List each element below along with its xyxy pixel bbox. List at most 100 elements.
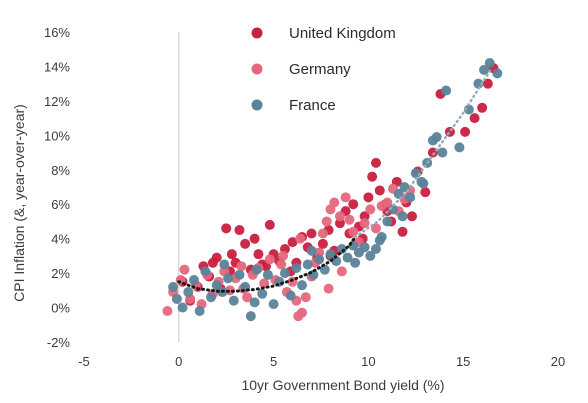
data-point <box>397 211 408 222</box>
data-point <box>336 266 347 277</box>
data-point <box>397 226 408 237</box>
x-tick-label: 15 <box>456 354 470 369</box>
data-point <box>206 292 217 303</box>
trendline <box>353 66 493 239</box>
data-point <box>179 264 190 275</box>
data-point <box>407 211 418 222</box>
data-point <box>444 126 455 137</box>
data-point <box>194 306 205 316</box>
data-point <box>228 295 239 306</box>
data-point <box>226 249 237 260</box>
data-point <box>334 211 345 222</box>
data-point <box>268 299 279 310</box>
data-point <box>221 223 232 234</box>
trendlines <box>177 66 493 293</box>
y-axis-label: CPI Inflation (&, year-over-year) <box>11 104 27 302</box>
data-point <box>344 214 355 225</box>
data-point <box>370 157 381 168</box>
x-axis-label: 10yr Government Bond yield (%) <box>241 377 444 393</box>
data-point <box>262 269 273 280</box>
data-point <box>223 273 234 284</box>
y-tick-labels: -2% 0% 2% 4% 6% 8% 10% 12% 14% 16% <box>44 25 70 350</box>
data-point <box>317 238 328 249</box>
legend-marker <box>251 27 263 39</box>
data-point <box>287 237 298 248</box>
x-tick-label: 20 <box>551 354 565 369</box>
data-point <box>278 250 289 261</box>
data-point <box>306 228 317 239</box>
data-point <box>431 132 442 143</box>
x-tick-label: -5 <box>78 354 90 369</box>
data-point <box>211 280 222 291</box>
y-tick-label: 14% <box>44 59 70 74</box>
data-point <box>370 244 381 254</box>
x-tick-label: 0 <box>175 354 182 369</box>
data-point <box>253 249 264 260</box>
data-point <box>484 58 495 68</box>
data-point <box>460 126 471 137</box>
data-point <box>365 250 376 261</box>
trendline <box>177 235 357 293</box>
y-tick-label: 10% <box>44 128 70 143</box>
data-point <box>359 211 370 222</box>
data-point <box>418 178 429 189</box>
data-point <box>331 256 342 267</box>
data-point <box>473 78 484 89</box>
data-point <box>463 104 474 115</box>
legend-marker <box>251 99 263 111</box>
data-point <box>276 259 287 270</box>
data-point <box>306 245 317 256</box>
data-point <box>329 197 340 208</box>
data-point <box>410 168 421 179</box>
data-point <box>240 238 251 249</box>
data-point <box>285 290 296 301</box>
y-tick-label: 8% <box>51 163 70 178</box>
data-point <box>469 113 480 124</box>
data-point <box>348 199 359 210</box>
data-point <box>374 235 385 246</box>
data-point <box>441 85 452 96</box>
data-point <box>382 216 393 227</box>
data-point <box>264 254 275 265</box>
legend-label: Germany <box>289 61 351 78</box>
data-point <box>251 264 262 275</box>
data-point <box>245 311 256 322</box>
data-point <box>420 187 431 198</box>
legend: United Kingdom Germany France <box>251 25 396 114</box>
x-tick-labels: -5 0 5 10 15 20 <box>78 354 565 369</box>
data-point <box>342 252 353 263</box>
data-point <box>168 281 179 292</box>
x-tick-label: 5 <box>270 354 277 369</box>
data-point <box>492 68 503 79</box>
data-point <box>319 264 330 275</box>
data-point <box>388 204 399 215</box>
y-tick-label: 6% <box>51 197 70 212</box>
data-point <box>236 261 247 272</box>
data-point <box>365 204 376 215</box>
data-point <box>207 257 218 268</box>
data-point <box>363 192 374 203</box>
y-tick-label: -2% <box>47 335 71 350</box>
data-point <box>382 197 393 208</box>
data-point <box>437 147 448 158</box>
data-point <box>249 297 260 308</box>
data-point <box>317 228 328 239</box>
data-point <box>323 283 334 294</box>
data-point <box>334 218 345 229</box>
data-point <box>279 268 290 279</box>
data-point <box>264 219 275 230</box>
legend-label: France <box>289 97 336 114</box>
data-point <box>367 171 378 182</box>
data-point <box>177 302 188 313</box>
y-tick-label: 12% <box>44 94 70 109</box>
legend-marker <box>251 63 263 75</box>
data-point <box>188 275 199 285</box>
data-point <box>257 288 268 299</box>
data-point <box>314 254 325 265</box>
data-point <box>249 233 260 244</box>
data-point <box>291 262 302 273</box>
data-point <box>321 216 332 227</box>
data-point <box>219 259 230 270</box>
y-tick-label: 4% <box>51 232 70 247</box>
